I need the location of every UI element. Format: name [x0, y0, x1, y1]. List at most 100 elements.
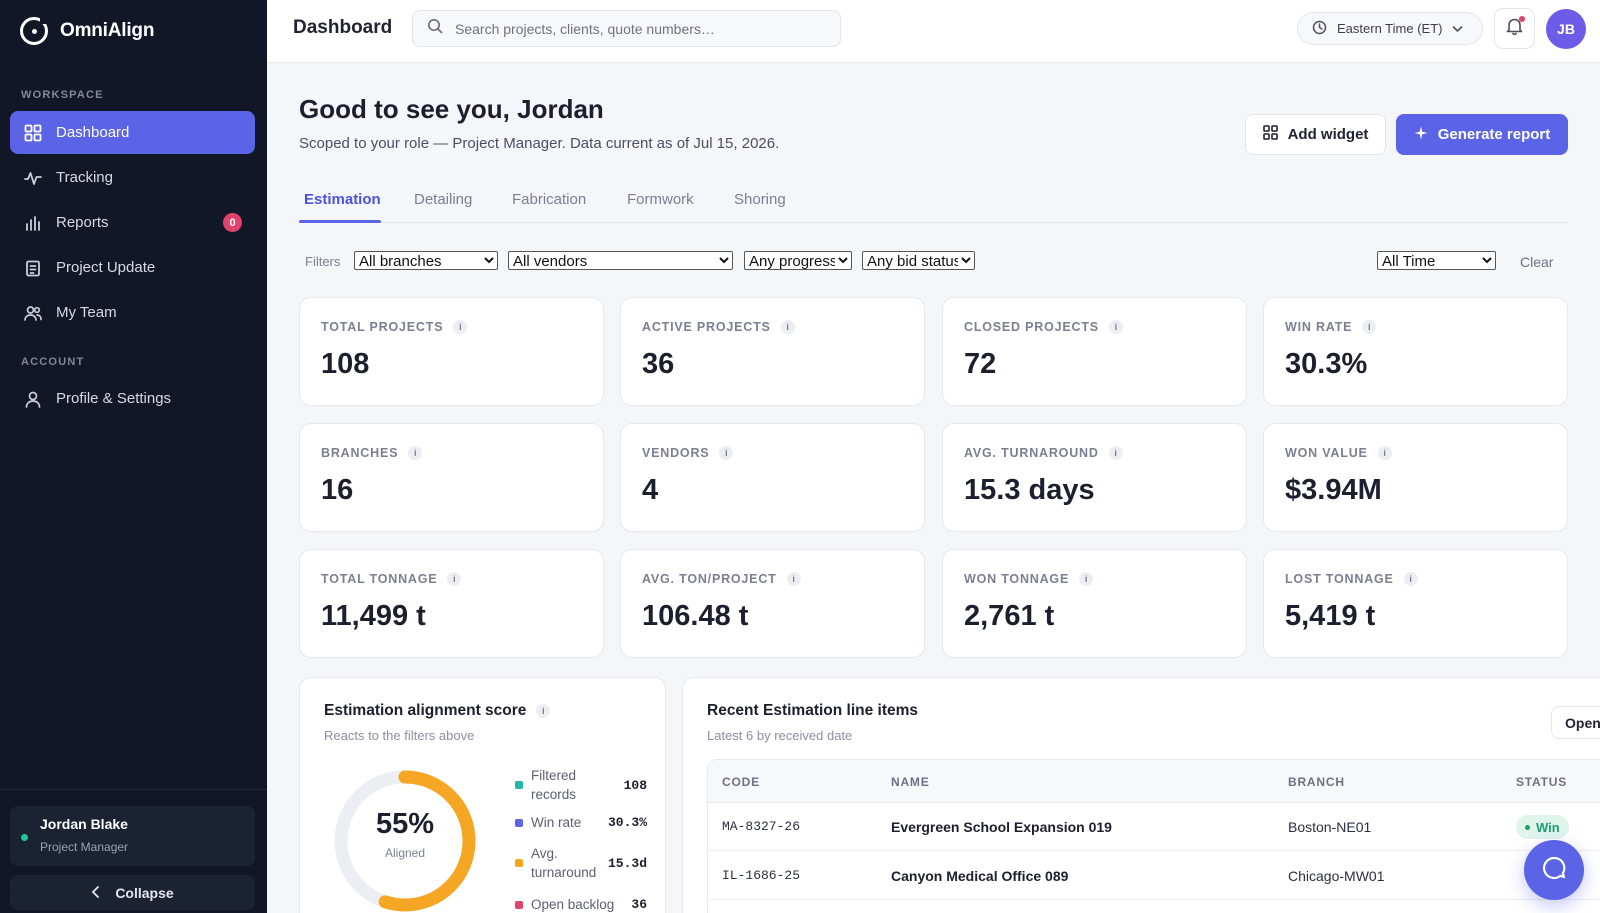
- column-header-status[interactable]: STATUS: [1516, 775, 1568, 789]
- metric-card-closed-projects: CLOSED PROJECTS i 72: [942, 297, 1247, 406]
- info-icon[interactable]: i: [1403, 572, 1418, 586]
- tab-shoring[interactable]: Shoring: [734, 191, 786, 208]
- generate-report-button[interactable]: Generate report: [1396, 114, 1568, 155]
- row-code: MA-8327-26: [722, 819, 801, 834]
- sidebar-item-dashboard[interactable]: Dashboard: [10, 111, 255, 154]
- notifications-button[interactable]: [1494, 8, 1535, 49]
- legend-swatch: [515, 781, 523, 789]
- info-icon[interactable]: i: [447, 572, 462, 586]
- sidebar-item-label: Profile & Settings: [56, 390, 172, 407]
- time-range-select[interactable]: All Time: [1377, 251, 1496, 270]
- legend-item: Win rate 30.3%: [515, 813, 647, 832]
- column-header-code[interactable]: CODE: [722, 775, 760, 789]
- line-items-table: CODE NAME BRANCH STATUS MA-8327-26 Everg…: [707, 759, 1600, 913]
- topbar: Dashboard Eastern Time (ET) JB: [267, 0, 1600, 63]
- legend-item: Open backlog 36: [515, 895, 647, 913]
- tab-detailing[interactable]: Detailing: [414, 191, 473, 208]
- info-icon[interactable]: i: [1079, 572, 1094, 586]
- metric-value: 15.3 days: [964, 474, 1095, 506]
- column-header-name[interactable]: NAME: [891, 775, 930, 789]
- alignment-donut-chart: [334, 770, 476, 912]
- metric-label: BRANCHES: [321, 446, 399, 460]
- info-icon[interactable]: i: [1377, 446, 1392, 460]
- sidebar-item-project-update[interactable]: Project Update: [10, 246, 255, 289]
- tab-estimation[interactable]: Estimation: [304, 191, 381, 208]
- info-icon[interactable]: i: [1108, 446, 1123, 460]
- sidebar-item-label: Dashboard: [56, 124, 130, 141]
- progress-filter-select[interactable]: Any progress: [744, 251, 852, 270]
- scope-subtitle: Scoped to your role — Project Manager. D…: [299, 135, 780, 152]
- metric-card-vendors: VENDORS i 4: [620, 423, 925, 532]
- column-header-branch[interactable]: BRANCH: [1288, 775, 1345, 789]
- legend-value: 36: [631, 897, 647, 912]
- legend-value: 30.3%: [607, 815, 647, 830]
- metric-label: CLOSED PROJECTS: [964, 320, 1099, 334]
- info-icon[interactable]: i: [1362, 320, 1377, 334]
- alignment-caption: Aligned: [384, 846, 426, 860]
- greeting-heading: Good to see you, Jordan: [299, 94, 604, 124]
- metric-card-lost-tonnage: LOST TONNAGE i 5,419 t: [1263, 549, 1568, 658]
- add-widget-label: Add widget: [1287, 126, 1369, 143]
- table-row[interactable]: IL-1686-25 Canyon Medical Office 089 Chi…: [708, 852, 1600, 900]
- bar-chart-icon: [24, 214, 42, 232]
- sidebar: OmniAlign WORKSPACE Dashboard Tracking R…: [0, 0, 267, 913]
- info-icon[interactable]: i: [536, 704, 551, 718]
- legend-label: Win rate: [531, 815, 582, 830]
- search-box[interactable]: [412, 10, 841, 47]
- metric-label: VENDORS: [642, 446, 710, 460]
- table-header: CODE NAME BRANCH STATUS: [708, 760, 1600, 803]
- brand[interactable]: OmniAlign: [20, 15, 154, 45]
- row-branch: Chicago-MW01: [1288, 868, 1385, 884]
- tab-fabrication[interactable]: Fabrication: [512, 191, 587, 208]
- metric-label: AVG. TURNAROUND: [964, 446, 1099, 460]
- clear-filters-button[interactable]: Clear: [1520, 254, 1554, 270]
- legend-item: Filtered records 108: [515, 766, 647, 804]
- avatar[interactable]: JB: [1546, 9, 1586, 49]
- filters-label: Filters: [305, 254, 341, 269]
- metric-value: 106.48 t: [642, 600, 749, 632]
- sidebar-item-reports[interactable]: Reports 0: [10, 201, 255, 244]
- workspace-section-label: WORKSPACE: [21, 89, 104, 101]
- table-row[interactable]: MA-8327-26 Evergreen School Expansion 01…: [708, 803, 1600, 851]
- add-widget-button[interactable]: Add widget: [1245, 114, 1386, 155]
- info-icon[interactable]: i: [786, 572, 801, 586]
- collapse-sidebar-button[interactable]: Collapse: [10, 875, 255, 910]
- bell-icon: [1506, 17, 1523, 40]
- account-section-label: ACCOUNT: [21, 356, 85, 368]
- info-icon[interactable]: i: [719, 446, 734, 460]
- metric-label: AVG. TON/PROJECT: [642, 572, 777, 586]
- user-role: Project Manager: [40, 840, 129, 854]
- timezone-selector[interactable]: Eastern Time (ET): [1297, 12, 1483, 45]
- sidebar-item-label: Project Update: [56, 259, 156, 276]
- row-name: Evergreen School Expansion 019: [891, 819, 1112, 835]
- metric-card-avg-turnaround: AVG. TURNAROUND i 15.3 days: [942, 423, 1247, 532]
- sidebar-item-profile-settings[interactable]: Profile & Settings: [10, 377, 255, 420]
- metric-value: 108: [321, 348, 370, 380]
- current-user-card[interactable]: Jordan Blake Project Manager: [10, 806, 255, 866]
- metric-label: WON VALUE: [1285, 446, 1368, 460]
- branch-filter-select[interactable]: All branches: [354, 251, 498, 270]
- metric-value: 2,761 t: [964, 600, 1055, 632]
- sidebar-item-my-team[interactable]: My Team: [10, 291, 255, 334]
- status-badge: Win: [1516, 815, 1569, 839]
- sparkle-icon: [1414, 126, 1428, 144]
- sidebar-item-tracking[interactable]: Tracking: [10, 156, 255, 199]
- timezone-label: Eastern Time (ET): [1337, 21, 1443, 36]
- open-line-items-button[interactable]: Open: [1551, 706, 1600, 739]
- info-icon[interactable]: i: [780, 320, 795, 334]
- collapse-label: Collapse: [115, 884, 174, 901]
- vendor-filter-select[interactable]: All vendors: [508, 251, 733, 270]
- metric-label: ACTIVE PROJECTS: [642, 320, 771, 334]
- tab-formwork[interactable]: Formwork: [627, 191, 694, 208]
- chat-support-button[interactable]: [1524, 840, 1584, 900]
- generate-report-label: Generate report: [1437, 126, 1551, 143]
- bid-status-filter-select[interactable]: Any bid status: [862, 251, 975, 270]
- metric-card-branches: BRANCHES i 16: [299, 423, 604, 532]
- info-icon[interactable]: i: [453, 320, 468, 334]
- info-icon[interactable]: i: [1108, 320, 1123, 334]
- recent-line-items-panel: Recent Estimation line items Latest 6 by…: [682, 677, 1600, 913]
- user-name: Jordan Blake: [40, 816, 128, 832]
- row-branch: Boston-NE01: [1288, 819, 1372, 835]
- search-input[interactable]: [455, 20, 825, 37]
- info-icon[interactable]: i: [408, 446, 423, 460]
